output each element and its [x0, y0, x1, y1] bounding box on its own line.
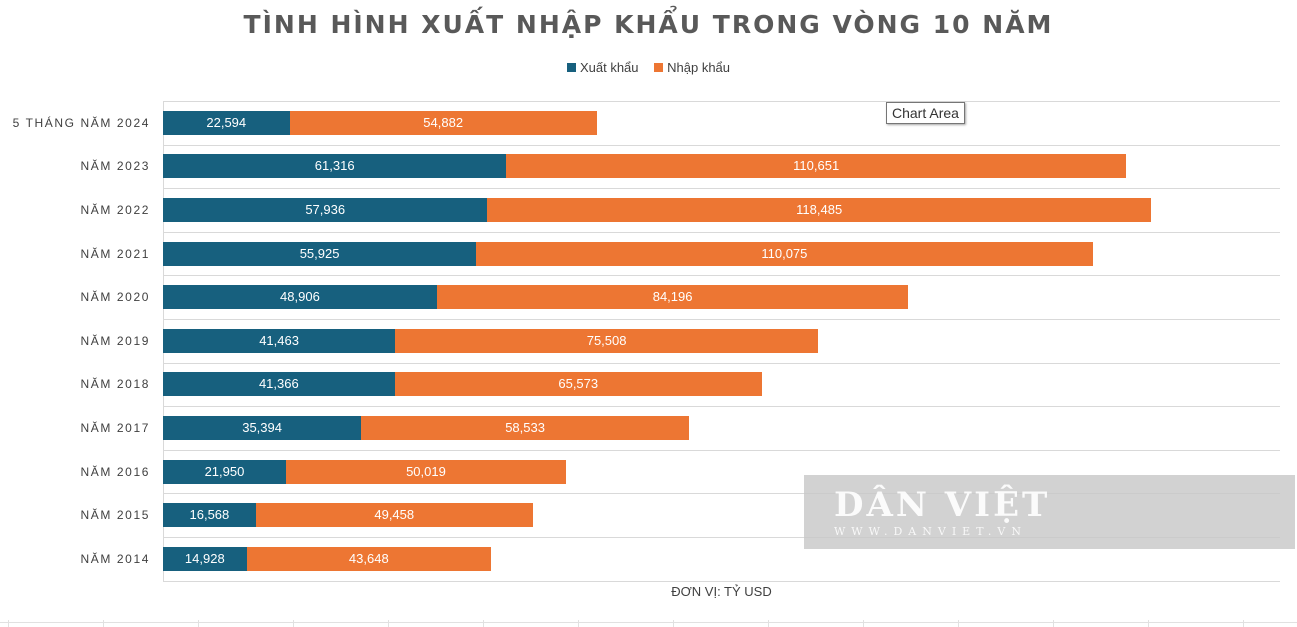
bar-export[interactable] — [163, 329, 396, 353]
bar-export[interactable] — [163, 503, 256, 527]
bar-import[interactable] — [255, 503, 533, 527]
category-label: NĂM 2020 — [80, 290, 150, 304]
bar-export[interactable] — [163, 242, 477, 266]
bar-export[interactable] — [163, 416, 362, 440]
bar-export[interactable] — [163, 154, 507, 178]
data-label-import: 110,651 — [793, 158, 840, 173]
watermark-url: WWW.DANVIET.VN — [834, 525, 1027, 538]
data-label-import: 110,075 — [761, 246, 808, 261]
data-label-import: 50,019 — [406, 464, 446, 479]
data-label-export: 14,928 — [184, 551, 225, 566]
bar-import[interactable] — [285, 460, 566, 484]
bar-export[interactable] — [163, 285, 437, 309]
legend: Xuất khẩu Nhập khẩu — [0, 60, 1297, 75]
category-label: NĂM 2022 — [80, 203, 150, 217]
bar-import[interactable] — [436, 285, 909, 309]
data-label-import: 58,533 — [505, 420, 545, 435]
category-label: 5 THÁNG NĂM 2024 — [12, 116, 150, 130]
legend-swatch-export — [566, 63, 576, 72]
data-label-export: 21,950 — [204, 464, 245, 479]
category-label: NĂM 2023 — [80, 159, 150, 173]
bar-import[interactable] — [487, 198, 1151, 222]
bar-import[interactable] — [361, 416, 689, 440]
data-label-import: 54,882 — [423, 115, 464, 130]
bar-export[interactable] — [163, 460, 286, 484]
bar-import[interactable] — [246, 547, 492, 571]
data-label-import: 84,196 — [652, 289, 693, 304]
bar-import[interactable] — [394, 372, 762, 396]
data-label-import: 49,458 — [374, 507, 415, 522]
data-label-import: 43,648 — [348, 551, 389, 566]
category-label: NĂM 2021 — [80, 247, 150, 261]
bar-export[interactable] — [163, 372, 395, 396]
data-label-export: 16,568 — [189, 507, 230, 522]
legend-label-export: Xuất khẩu — [579, 60, 639, 75]
legend-item-import: Nhập khẩu — [654, 60, 730, 75]
data-label-export: 41,366 — [258, 376, 299, 391]
chart-area-tooltip: Chart Area — [886, 102, 965, 124]
bar-import[interactable] — [395, 329, 819, 353]
category-label: NĂM 2017 — [80, 421, 150, 435]
bar-import[interactable] — [289, 111, 597, 135]
category-label: NĂM 2014 — [80, 552, 150, 566]
data-label-export: 48,906 — [280, 289, 320, 304]
data-label-export: 55,925 — [299, 246, 340, 261]
bar-export[interactable] — [163, 198, 488, 222]
legend-item-export: Xuất khẩu — [566, 60, 639, 75]
data-label-import: 65,573 — [558, 376, 599, 391]
watermark-logo: DÂN VIỆT — [834, 485, 1051, 525]
legend-swatch-import — [654, 63, 664, 72]
legend-label-import: Nhập khẩu — [667, 60, 731, 75]
bar-import[interactable] — [506, 154, 1126, 178]
bar-export[interactable] — [163, 547, 247, 571]
data-label-import: 118,485 — [796, 202, 843, 217]
data-label-export: 57,936 — [305, 202, 346, 217]
category-label: NĂM 2019 — [80, 334, 150, 348]
data-label-export: 35,394 — [242, 420, 282, 435]
data-label-export: 61,316 — [314, 158, 355, 173]
x-axis-unit-label: ĐƠN VỊ: TỶ USD — [671, 584, 772, 599]
category-label: NĂM 2018 — [80, 377, 150, 391]
data-label-import: 75,508 — [586, 333, 627, 348]
category-label: NĂM 2015 — [80, 508, 150, 522]
bar-import[interactable] — [476, 242, 1093, 266]
data-label-export: 41,463 — [259, 333, 299, 348]
data-label-export: 22,594 — [206, 115, 247, 130]
category-label: NĂM 2016 — [80, 465, 150, 479]
bar-export[interactable] — [163, 111, 290, 135]
chart-title: TÌNH HÌNH XUẤT NHẬP KHẨU TRONG VÒNG 10 N… — [243, 10, 1054, 39]
watermark: DÂN VIỆT WWW.DANVIET.VN — [804, 475, 1295, 549]
